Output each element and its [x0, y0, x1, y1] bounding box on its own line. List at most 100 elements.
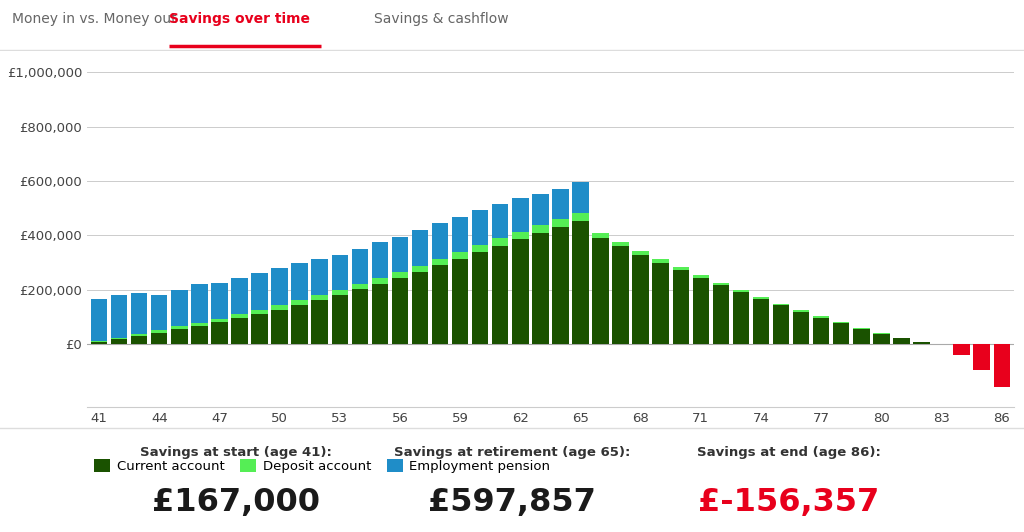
Bar — [131, 336, 147, 344]
Text: Money in vs. Money out: Money in vs. Money out — [12, 12, 177, 26]
Bar — [332, 295, 348, 344]
Bar — [372, 242, 388, 278]
Bar — [372, 278, 388, 284]
Bar — [191, 322, 208, 326]
Bar — [793, 310, 809, 312]
Bar — [292, 263, 308, 300]
Bar — [612, 242, 629, 246]
Bar — [412, 230, 428, 265]
Bar — [873, 334, 890, 344]
Bar — [231, 278, 248, 314]
Bar — [392, 237, 409, 272]
Bar — [231, 318, 248, 344]
Bar — [271, 310, 288, 344]
Bar — [472, 252, 488, 344]
Bar — [432, 259, 449, 265]
Bar — [412, 265, 428, 272]
Bar — [432, 265, 449, 344]
Bar — [753, 297, 769, 299]
Bar — [351, 248, 368, 284]
Bar — [211, 319, 227, 322]
Text: Savings at start (age 41):: Savings at start (age 41): — [139, 446, 332, 459]
Bar — [552, 189, 568, 219]
Bar — [492, 238, 509, 246]
Bar — [171, 329, 187, 344]
Bar — [171, 290, 187, 327]
Text: £167,000: £167,000 — [152, 487, 319, 518]
Bar — [853, 328, 869, 329]
Bar — [131, 334, 147, 336]
Bar — [572, 213, 589, 221]
Bar — [753, 299, 769, 344]
Bar — [91, 299, 108, 341]
Bar — [492, 204, 509, 238]
Bar — [351, 284, 368, 289]
Bar — [111, 338, 127, 339]
Text: £-156,357: £-156,357 — [697, 487, 880, 518]
Bar — [512, 239, 528, 344]
Text: £597,857: £597,857 — [428, 487, 596, 518]
Bar — [251, 310, 267, 314]
Bar — [292, 305, 308, 344]
Bar — [332, 255, 348, 289]
Bar — [472, 211, 488, 245]
Bar — [271, 305, 288, 310]
Text: Savings at end (age 86):: Savings at end (age 86): — [696, 446, 881, 459]
Bar — [91, 341, 108, 342]
Bar — [733, 292, 750, 344]
Bar — [652, 263, 669, 344]
Bar — [633, 254, 649, 344]
Bar — [552, 219, 568, 227]
Bar — [592, 238, 609, 344]
Bar — [813, 318, 829, 344]
Bar — [271, 268, 288, 305]
Bar — [713, 282, 729, 285]
Text: Savings over time: Savings over time — [169, 12, 310, 26]
Bar — [673, 267, 689, 270]
Bar — [231, 314, 248, 318]
Bar — [191, 285, 208, 322]
Bar — [111, 295, 127, 338]
Bar — [492, 246, 509, 344]
Bar — [572, 181, 589, 213]
Text: Savings at retirement (age 65):: Savings at retirement (age 65): — [394, 446, 630, 459]
Bar — [733, 290, 750, 292]
Bar — [532, 225, 549, 233]
Bar — [692, 275, 709, 278]
Bar — [292, 300, 308, 305]
Bar — [111, 339, 127, 344]
Bar — [131, 293, 147, 334]
Bar — [652, 260, 669, 263]
Bar — [151, 295, 168, 330]
Bar — [813, 317, 829, 318]
Bar — [452, 252, 468, 259]
Bar — [392, 278, 409, 344]
Bar — [251, 273, 267, 310]
Bar — [432, 223, 449, 259]
Bar — [452, 259, 468, 344]
Bar — [592, 234, 609, 238]
Bar — [633, 251, 649, 254]
Bar — [91, 342, 108, 344]
Bar — [311, 259, 328, 295]
Bar — [953, 344, 970, 355]
Bar — [793, 312, 809, 344]
Bar — [993, 344, 1010, 387]
Bar — [834, 322, 850, 323]
Bar — [332, 289, 348, 295]
Bar — [692, 278, 709, 344]
Bar — [472, 245, 488, 252]
Bar — [532, 233, 549, 344]
Bar — [151, 330, 168, 332]
Bar — [392, 272, 409, 278]
Bar — [351, 289, 368, 344]
Bar — [311, 295, 328, 300]
Bar — [893, 338, 909, 344]
Bar — [151, 332, 168, 344]
Bar — [372, 284, 388, 344]
Bar — [713, 285, 729, 344]
Bar — [873, 333, 890, 334]
Bar — [773, 305, 790, 344]
Bar — [853, 329, 869, 344]
Bar — [171, 327, 187, 329]
